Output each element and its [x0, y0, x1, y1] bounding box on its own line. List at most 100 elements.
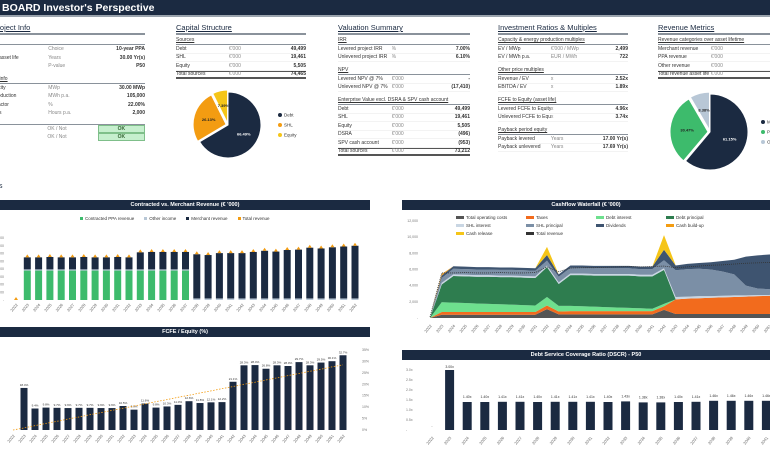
legend-swatch	[666, 216, 674, 220]
x-tick-label: 2024	[460, 435, 470, 446]
bar-merchant-revenue	[272, 251, 280, 299]
group-heading: Enterprise Value excl. DSRA & SPV cash a…	[338, 97, 470, 105]
legend-label: Equity	[284, 133, 297, 138]
total-revenue-marker	[93, 254, 98, 258]
row-value: (496)	[458, 131, 470, 138]
row-value: (953)	[458, 139, 470, 146]
bar-other-income	[35, 269, 43, 271]
row-value: 19,461	[454, 114, 470, 121]
x-tick-label: 2028	[493, 323, 503, 334]
x-tick-label: 2028	[531, 435, 541, 446]
row-value: 1	[751, 71, 770, 77]
y-tick-label: 0%	[362, 428, 367, 432]
row-label: Total sources	[176, 71, 206, 78]
total-revenue-marker	[206, 252, 211, 256]
x-tick-label: 2050	[751, 323, 761, 334]
x-tick-label: 2046	[270, 433, 280, 444]
row-label: EV / MWp	[498, 45, 521, 52]
fcfe-bar	[20, 387, 28, 430]
row-unit: OK / Not	[47, 134, 67, 141]
bar-merchant-revenue	[283, 250, 291, 299]
row-value: -	[468, 75, 470, 82]
bar-data-label: 10.3%	[163, 401, 172, 405]
bar-other-income	[328, 298, 336, 300]
dscr-bar	[673, 402, 683, 430]
row-unit: %	[391, 54, 397, 61]
total-revenue-marker	[194, 251, 199, 255]
x-tick-label: 2044	[258, 302, 268, 313]
bar-data-label: -	[431, 424, 433, 428]
fcfe-bar	[218, 402, 226, 430]
bar-contracted-ppa-revenue	[35, 270, 43, 300]
row-value: 1	[751, 46, 770, 52]
capital-structure-pie: 66.49% Debt 26.13% SHL 7.39% Equity	[192, 90, 297, 159]
section-title: Revenue Metrics	[658, 23, 770, 35]
total-revenue-marker	[25, 254, 30, 258]
x-tick-label: 2052	[348, 302, 358, 313]
row-label: d Case	[0, 46, 48, 52]
x-tick-label: 2050	[314, 433, 324, 444]
legend-swatch	[186, 217, 190, 221]
bar-data-label: 9.8%	[153, 403, 160, 407]
row-unit: €'000	[228, 71, 241, 78]
legend-swatch	[237, 217, 241, 221]
x-tick-label: 2041	[760, 435, 770, 446]
pie-slice-ppa	[669, 98, 709, 162]
legend-swatch	[761, 140, 765, 144]
area-debt-interest	[430, 295, 770, 318]
x-tick-label: 2040	[634, 323, 644, 334]
total-revenue-marker	[59, 254, 64, 258]
fcfe-bar	[284, 366, 292, 430]
x-tick-label: 2033	[127, 433, 137, 444]
x-tick-label: 2027	[482, 323, 492, 334]
x-tick-label: 2029	[83, 433, 93, 444]
table-row: Other revenue €'000	[658, 62, 770, 71]
fcfe-bar	[196, 403, 204, 430]
x-tick-label: 2046	[280, 302, 290, 313]
row-label: Revenue / EV	[498, 75, 529, 82]
pie-data-label: 66.49%	[237, 131, 251, 136]
row-value: 1.89x	[615, 84, 628, 91]
fcfe-bar	[229, 381, 237, 430]
bar-other-income	[317, 298, 325, 300]
x-tick-label: 2031	[111, 302, 121, 313]
row-unit: €'000	[228, 54, 241, 61]
row-value: 5,505	[293, 62, 306, 69]
bar-data-label: 1.38x	[639, 395, 648, 399]
y-tick-label: 3,000	[0, 275, 4, 279]
legend-label: Merchant revenue	[191, 216, 228, 221]
pie-data-label: 26.13%	[202, 117, 216, 122]
total-revenue-marker	[36, 254, 41, 258]
total-revenue-marker	[115, 253, 120, 257]
fcfe-bar	[75, 407, 83, 430]
row-label: Unlevered FCFE to Equity	[498, 114, 551, 121]
legend-label: Other income	[149, 216, 177, 221]
x-tick-label: 2039	[201, 302, 211, 313]
x-tick-label: 2034	[636, 435, 646, 446]
legend-item: Merchant revenue	[186, 216, 228, 221]
y-tick-label: 2.0x	[406, 388, 413, 392]
total-revenue-marker	[14, 297, 18, 300]
cashflow-chart-legend: Total operating costs Taxes Debt interest D…	[456, 215, 756, 236]
x-tick-label: 2022	[423, 323, 433, 334]
total-revenue-marker	[319, 245, 324, 249]
bar-merchant-revenue	[215, 253, 223, 299]
bar-data-label: 1.43x	[621, 394, 630, 398]
y-tick-label: 6,000	[0, 252, 4, 256]
y-tick-label: 2,000	[409, 300, 418, 304]
y-tick-label: 4,000	[0, 267, 4, 271]
total-revenue-marker	[81, 253, 86, 257]
bar-data-label: 1.41x	[692, 395, 701, 399]
bar-merchant-revenue	[295, 249, 302, 299]
total-revenue-marker	[307, 244, 312, 248]
legend-item: Total revenue	[237, 216, 270, 221]
fcfe-bar	[163, 406, 171, 430]
table-row: SPV cash account €'000 (953)	[338, 139, 470, 148]
bar-other-income	[283, 298, 291, 300]
x-tick-label: 2040	[742, 435, 752, 446]
investment-ratios-section: Investment Ratios & Multiples Capacity & …	[498, 23, 628, 152]
x-tick-label: 2046	[704, 323, 714, 334]
bar-data-label: 1.41x	[516, 395, 525, 399]
pie-slice-shl	[192, 94, 227, 142]
revenue-chart-legend: Contracted PPA revenue Other income Mercha…	[80, 216, 270, 221]
